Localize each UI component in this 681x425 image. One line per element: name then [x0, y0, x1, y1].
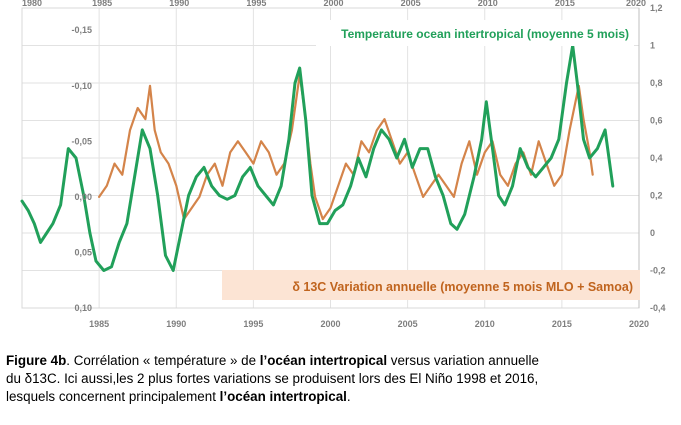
- y-right-tick-label: 0: [650, 228, 655, 238]
- y-left-tick-label: -0,10: [71, 81, 92, 91]
- caption-text: .: [346, 389, 351, 404]
- caption-text: versus variation annuelle: [387, 353, 539, 368]
- y-right-tick-label: -0,4: [650, 303, 666, 313]
- x-top-tick-label: 2020: [626, 0, 646, 8]
- caption-line-2: du δ13C. Ici aussi,les 2 plus fortes var…: [6, 371, 539, 386]
- y-right-tick-label: 1: [650, 41, 655, 51]
- x-top-tick-label: 2010: [478, 0, 498, 8]
- x-top-tick-label: 1985: [92, 0, 112, 8]
- legend-top-box: [316, 20, 634, 46]
- y-right-tick-label: 0,6: [650, 116, 663, 126]
- y-right-tick-label: 1,2: [650, 3, 663, 13]
- x-tick-label: 1995: [243, 319, 263, 329]
- y-left-tick-label: -0,05: [71, 136, 92, 146]
- caption-line-3: lesquels concernent principalement l’océ…: [6, 388, 676, 406]
- y-left-tick-label: -0,15: [71, 25, 92, 35]
- legend-bottom-box: [222, 270, 640, 300]
- y-left-tick-label: 0,00: [74, 192, 92, 202]
- caption-text: . Corrélation « température » de: [66, 353, 260, 368]
- y-right-tick-label: 0,8: [650, 78, 663, 88]
- x-tick-label: 2015: [552, 319, 572, 329]
- caption-emphasis: l’océan intertropical: [219, 389, 347, 404]
- x-tick-label: 1990: [166, 319, 186, 329]
- x-tick-label: 2010: [475, 319, 495, 329]
- series-line-delta13c: [97, 73, 594, 221]
- legend-bottom: δ 13C Variation annuelle (moyenne 5 mois…: [292, 280, 633, 294]
- x-top-tick-label: 1995: [246, 0, 266, 8]
- x-top-tick-label: 2005: [401, 0, 421, 8]
- x-top-tick-label: 2000: [323, 0, 343, 8]
- caption-line-1: Figure 4b. Corrélation « température » d…: [6, 352, 676, 370]
- caption-figure-label: Figure 4b: [6, 353, 67, 368]
- caption-emphasis: l’océan intertropical: [259, 353, 388, 368]
- x-top-tick-label: 1990: [169, 0, 189, 8]
- y-right-tick-label: 0,4: [650, 153, 663, 163]
- x-tick-label: 2005: [398, 319, 418, 329]
- x-tick-label: 1985: [89, 319, 109, 329]
- x-tick-label: 2000: [320, 319, 340, 329]
- y-right-tick-label: -0,2: [650, 266, 666, 276]
- x-top-tick-label: 2015: [555, 0, 575, 8]
- y-right-tick-label: 0,2: [650, 191, 663, 201]
- y-left-tick-label: 0,10: [74, 303, 92, 313]
- caption-text: lesquels concernent principalement: [6, 389, 220, 404]
- series-line-temperature: [20, 44, 615, 272]
- x-tick-label: 2020: [629, 319, 649, 329]
- legend-top: Temperature ocean intertropical (moyenne…: [341, 27, 629, 41]
- y-left-tick-label: 0,05: [74, 247, 92, 257]
- x-top-tick-label: 1980: [22, 0, 42, 8]
- chart: -0,15 -0,10 -0,05 0,00 0,05 0,10 -0,4 -0,2 0 0,2…: [20, 0, 666, 329]
- figure-caption: Figure 4b. Corrélation « température » d…: [6, 352, 676, 406]
